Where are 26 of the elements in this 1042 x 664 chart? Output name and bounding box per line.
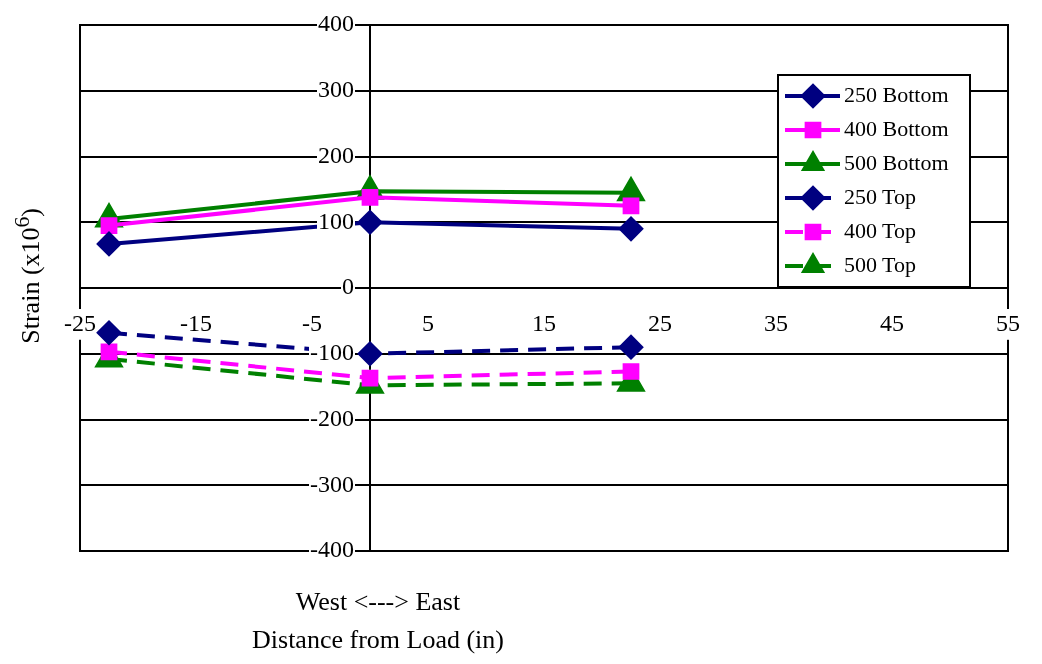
y-tick-label: 0	[342, 273, 354, 300]
x-tick-label: -5	[302, 309, 322, 336]
x-tick-label: 55	[996, 309, 1020, 336]
x-tick-label: 5	[422, 309, 434, 336]
x-tick-label: 15	[532, 309, 556, 336]
legend-label: 400 Top	[844, 217, 917, 243]
y-tick-label: 100	[318, 207, 354, 234]
x-tick-label: 25	[648, 309, 672, 336]
x-tick-label: 35	[764, 309, 788, 336]
x-tick-label: 45	[880, 309, 904, 336]
x-tick-label: -25	[64, 309, 96, 336]
legend-label: 500 Bottom	[844, 149, 949, 175]
x-tick-label: -15	[180, 309, 212, 336]
y-tick-label: -100	[310, 339, 354, 366]
y-tick-label: -400	[310, 536, 354, 563]
y-tick-label: 300	[318, 76, 354, 103]
y-tick-label: -200	[310, 404, 354, 431]
y-tick-label: -300	[310, 470, 354, 497]
y-tick-label: 400	[318, 10, 354, 37]
legend-label: 500 Top	[844, 251, 917, 277]
legend-label: 250 Top	[844, 183, 917, 209]
text: West <---> East	[294, 586, 462, 618]
legend-label: 400 Bottom	[844, 115, 949, 141]
x-axis-title: Distance from Load (in)	[251, 624, 505, 656]
legend-label: 250 Bottom	[844, 81, 949, 107]
y-tick-label: 200	[318, 141, 354, 168]
